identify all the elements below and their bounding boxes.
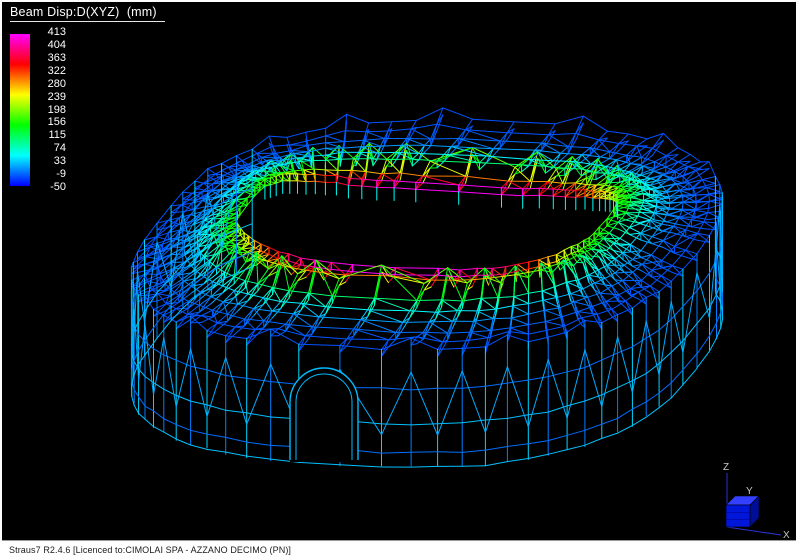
legend-color-bar — [10, 34, 30, 186]
legend-value: 404 — [47, 39, 66, 51]
licence-text: Straus7 R2.4.6 [Licenced to:CIMOLAI SPA … — [9, 545, 292, 555]
legend-value: 363 — [47, 51, 66, 64]
stadium-wireframe — [130, 107, 724, 468]
legend-value: -9 — [56, 168, 66, 180]
legend-value: 413 — [47, 26, 66, 38]
x-axis-line — [726, 526, 782, 536]
legend-value: -50 — [50, 180, 66, 193]
legend-value: 156 — [47, 116, 66, 129]
axis-triad: Z Y X — [723, 462, 790, 540]
x-axis-label: X — [783, 530, 790, 540]
legend-value: 322 — [47, 64, 66, 77]
brick-cube-icon — [725, 495, 760, 528]
facade-arch-opening — [289, 367, 359, 462]
legend-value: 198 — [47, 103, 66, 116]
legend-value: 33 — [53, 155, 66, 168]
contour-legend: 413 404 363 322 280 239 198 156 115 74 33 -9 -50 — [2, 2, 82, 212]
legend-value: 115 — [48, 129, 66, 142]
legend-value: 280 — [47, 77, 66, 90]
y-axis-label: Y — [746, 486, 753, 497]
legend-value: 74 — [53, 142, 66, 155]
result-title: Beam Disp:D(XYZ) (mm) — [10, 5, 165, 22]
status-bar: Straus7 R2.4.6 [Licenced to:CIMOLAI SPA … — [0, 543, 800, 559]
z-axis-label: Z — [723, 462, 729, 473]
wireframe-3d-view[interactable]: Z Y X — [2, 2, 796, 540]
legend-value: 239 — [47, 90, 66, 103]
model-viewport[interactable]: Z Y X Beam Disp:D(XYZ) (mm) 413 404 363 322… — [2, 2, 796, 541]
